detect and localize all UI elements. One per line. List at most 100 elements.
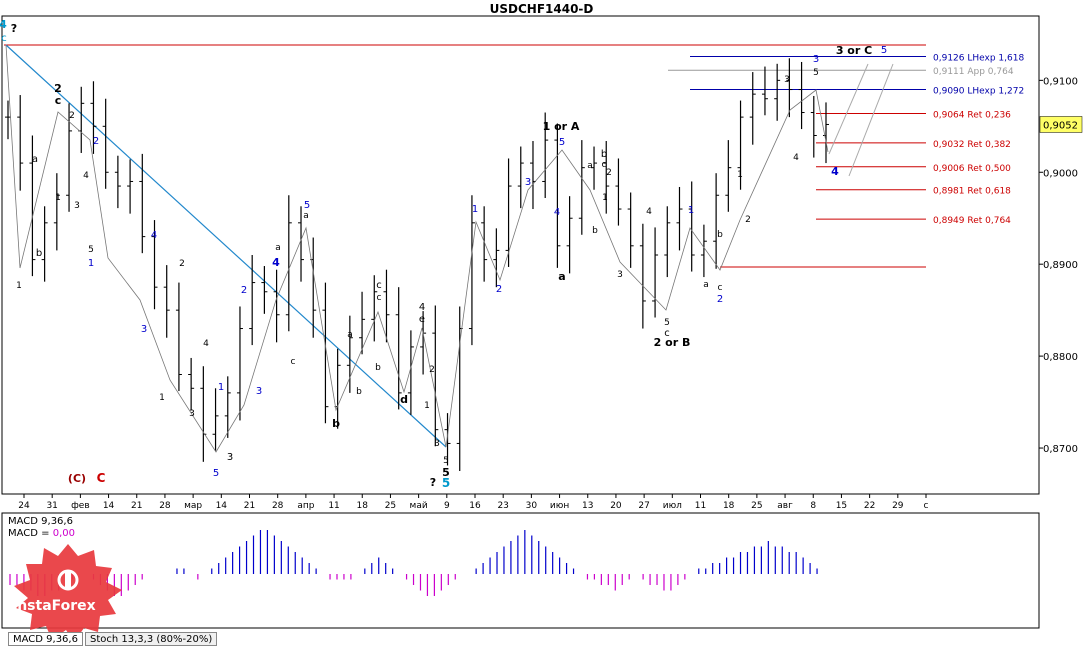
- x-tick-label: 27: [638, 501, 649, 511]
- wave-label: 3 or C: [836, 44, 872, 57]
- tab-macd[interactable]: MACD 9,36,6: [8, 632, 83, 646]
- wave-label: 3: [227, 452, 233, 463]
- wave-label: b: [592, 226, 598, 236]
- y-tick-label: 0,8800: [1043, 352, 1078, 363]
- wave-label: 3: [141, 324, 147, 335]
- wave-label: 2: [429, 365, 435, 375]
- wave-label: c: [291, 357, 296, 367]
- x-tick-label: 8: [810, 501, 816, 511]
- level-label: 0,8981 Ret 0,618: [933, 187, 1011, 197]
- level-label: 0,9006 Ret 0,500: [933, 164, 1011, 174]
- current-price-label: 0,9052: [1043, 120, 1078, 131]
- wave-label: 3: [434, 439, 440, 449]
- x-tick-label: 21: [131, 501, 142, 511]
- wave-label: ?: [430, 476, 436, 489]
- wave-label: 2: [496, 284, 502, 295]
- wave-label: a: [303, 211, 309, 221]
- wave-label: b: [36, 248, 42, 259]
- x-tick-label: июл: [663, 501, 682, 511]
- wave-label: a: [587, 161, 593, 171]
- wave-label: 5: [664, 318, 670, 328]
- wave-label: 5: [559, 137, 565, 148]
- y-tick-label: 0,8700: [1043, 444, 1078, 455]
- wave-label: 1: [602, 193, 608, 203]
- wave-label: 1: [88, 258, 94, 269]
- wave-label: 4: [646, 207, 652, 217]
- wave-label: C: [97, 471, 106, 485]
- channel-line: [848, 63, 894, 177]
- wave-label: 1: [16, 281, 22, 291]
- x-tick-label: 14: [216, 501, 228, 511]
- wave-label: 5: [442, 476, 450, 490]
- price-panel-frame: [1, 15, 1040, 495]
- level-label: 0,9090 LHexp 1,272: [933, 87, 1024, 97]
- level-label: 0,9032 Ret 0,382: [933, 140, 1011, 150]
- x-tick-label: с: [924, 501, 929, 511]
- tab-stoch[interactable]: Stoch 13,3,3 (80%-20%): [84, 632, 218, 646]
- instaforex-label: InstaForex: [12, 598, 96, 614]
- trend-line: [5, 44, 447, 448]
- macd-label: MACD 9,36,6: [8, 516, 73, 527]
- wave-label: 1: [218, 382, 224, 393]
- x-tick-label: фев: [71, 501, 90, 511]
- wave-label: 4: [554, 207, 560, 218]
- wave-label: e: [419, 314, 425, 325]
- wave-label: 3: [784, 75, 790, 85]
- wave-label: 2: [54, 82, 62, 95]
- wave-label: ?: [11, 22, 17, 35]
- wave-label: 5: [813, 68, 819, 78]
- level-label: 0,9126 LHexp 1,618: [933, 53, 1024, 63]
- wave-label: 4: [203, 339, 209, 349]
- wave-label: 1 or A: [543, 120, 580, 133]
- y-tick-label: 0,9100: [1043, 76, 1078, 87]
- wave-label: 4: [83, 171, 89, 181]
- wave-label: 3: [525, 177, 531, 188]
- x-tick-label: 11: [328, 501, 339, 511]
- wave-label: 4: [272, 256, 280, 269]
- wave-label: 5: [88, 245, 94, 255]
- wave-label: 2: [93, 136, 99, 147]
- x-tick-label: 14: [103, 501, 115, 511]
- wave-label: 4: [793, 153, 799, 163]
- wave-label: a: [32, 154, 38, 165]
- wave-label: 1: [472, 204, 478, 215]
- x-tick-label: 30: [526, 501, 538, 511]
- x-tick-label: 29: [892, 501, 904, 511]
- x-tick-label: 20: [610, 501, 622, 511]
- x-tick-label: июн: [550, 501, 569, 511]
- wave-label: d: [400, 393, 408, 406]
- wave-label: 2: [717, 294, 723, 305]
- wave-label: b: [332, 417, 340, 430]
- macd-value: 0,00: [52, 528, 75, 539]
- wave-label: b: [717, 230, 723, 240]
- wave-label: 5: [304, 200, 310, 211]
- x-tick-label: 25: [385, 501, 396, 511]
- x-tick-label: 21: [244, 501, 255, 511]
- x-tick-label: 25: [751, 501, 762, 511]
- wave-path: [5, 44, 829, 453]
- wave-label: b: [601, 149, 607, 160]
- wave-label: 2: [745, 215, 751, 225]
- wave-label: 5: [443, 456, 449, 466]
- x-tick-label: 28: [159, 501, 171, 511]
- wave-label: 3: [813, 54, 819, 65]
- macd-prefix: MACD =: [8, 528, 53, 539]
- x-tick-label: 24: [18, 501, 30, 511]
- wave-label: (C): [68, 472, 86, 485]
- y-tick-label: 0,8900: [1043, 260, 1078, 271]
- current-price-box: [1039, 116, 1083, 133]
- wave-label: 3: [74, 201, 80, 211]
- wave-label: a: [703, 280, 709, 290]
- wave-label: c: [55, 94, 62, 107]
- wave-label: a: [347, 330, 353, 340]
- wave-label: c: [377, 293, 382, 303]
- wave-label: 2 or B: [654, 336, 691, 349]
- wave-label: 3: [256, 386, 262, 397]
- x-tick-label: 22: [864, 501, 875, 511]
- wave-label: 2: [69, 111, 75, 121]
- wave-label: 2: [606, 168, 612, 178]
- wave-label: c: [1, 33, 7, 44]
- wave-label: 1: [737, 170, 743, 180]
